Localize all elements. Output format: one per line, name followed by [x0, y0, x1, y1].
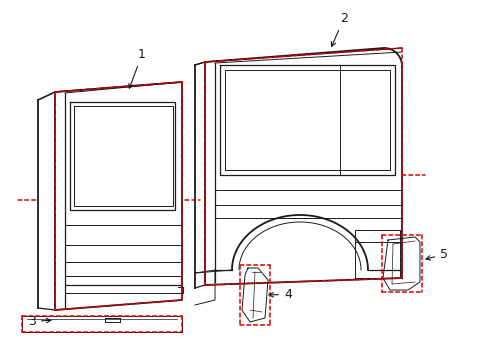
Text: 3: 3: [28, 315, 51, 328]
Text: 1: 1: [129, 48, 145, 88]
Text: 2: 2: [331, 12, 347, 46]
Text: 5: 5: [425, 248, 447, 261]
Text: 4: 4: [268, 288, 291, 301]
